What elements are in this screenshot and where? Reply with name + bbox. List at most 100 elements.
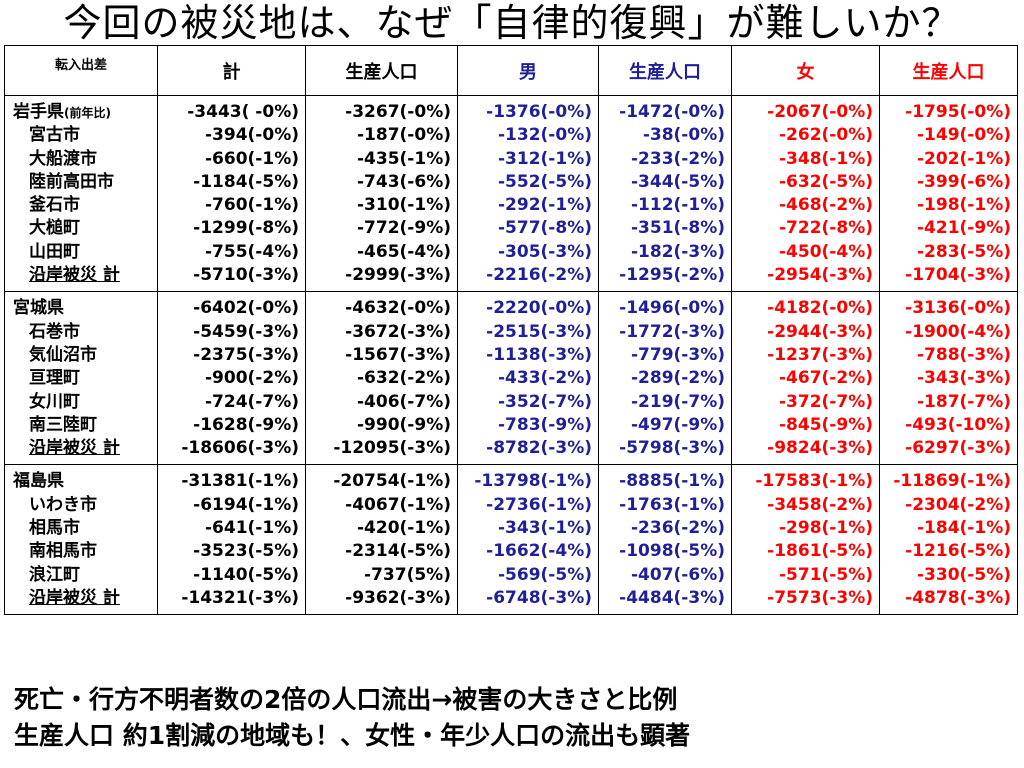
region-name: 女川町: [29, 391, 80, 412]
value-cell: -493(-10%): [905, 414, 1011, 435]
value-cell: -737(5%): [364, 564, 451, 585]
page-title: 今回の被災地は、なぜ「自律的復興」が難しいか？: [63, 1, 961, 45]
value-cell: -577(-8%): [498, 218, 592, 239]
region-name: 浪江町: [29, 564, 80, 585]
value-cell: -788(-3%): [917, 344, 1011, 365]
prefecture-group: 宮城県 石巻市 気仙沼市 亘理町 女川町 南三陸町 沿岸被災 計 -6402(-0%) -545…: [4, 291, 1018, 466]
region-name: 山田町: [29, 241, 80, 262]
region-names-cell: 宮城県 石巻市 気仙沼市 亘理町 女川町 南三陸町 沿岸被災 計: [4, 291, 158, 466]
value-cell: -4182(-0%): [767, 298, 873, 319]
value-cell: -1138(-3%): [486, 344, 592, 365]
value-cell: -6194(-1%): [193, 494, 299, 515]
value-cell: -31381(-1%): [181, 471, 299, 492]
value-cell: -17583(-1%): [755, 471, 873, 492]
value-cell: -343(-3%): [917, 368, 1011, 389]
value-cell: -406(-7%): [357, 391, 451, 412]
value-cell: -149(-0%): [917, 125, 1011, 146]
header-female-working-pop: 生産人口: [879, 45, 1018, 96]
value-cell: -1376(-0%): [486, 102, 592, 122]
value-cell: -330(-5%): [917, 564, 1011, 585]
column-female-working-pop: -1795(-0%) -149(-0%) -202(-1%) -399(-6%) -19…: [879, 94, 1018, 293]
value-cell: -1184(-5%): [193, 171, 299, 192]
value-cell: -845(-9%): [779, 414, 873, 435]
prefecture-group: 福島県 いわき市 相馬市 南相馬市 浪江町 沿岸被災 計 -31381(-1%) -6194(…: [4, 464, 1018, 616]
value-cell: -344(-5%): [631, 171, 725, 192]
region-name: 沿岸被災 計: [13, 437, 157, 460]
value-cell: -4067(-1%): [345, 494, 451, 515]
header-female: 女: [731, 45, 880, 96]
value-cell: -433(-2%): [498, 368, 592, 389]
value-cell: -20754(-1%): [333, 471, 451, 492]
region-names-cell: 福島県 いわき市 相馬市 南相馬市 浪江町 沿岸被災 計: [4, 464, 158, 616]
value-cell: -2314(-5%): [345, 541, 451, 562]
value-cell: -722(-8%): [779, 218, 873, 239]
value-cell: -2736(-1%): [486, 494, 592, 515]
value-cell: -2944(-3%): [767, 321, 873, 342]
column-female: -17583(-1%) -3458(-2%) -298(-1%) -1861(-5%)…: [731, 464, 880, 616]
value-cell: -760(-1%): [205, 195, 299, 216]
value-cell: -3672(-3%): [345, 321, 451, 342]
value-cell: -1704(-3%): [905, 265, 1011, 286]
region-name: 大槌町: [29, 218, 80, 239]
value-cell: -552(-5%): [498, 171, 592, 192]
value-cell: -1662(-4%): [486, 541, 592, 562]
value-cell: -219(-7%): [631, 391, 725, 412]
value-cell: -352(-7%): [498, 391, 592, 412]
column-female: -2067(-0%) -262(-0%) -348(-1%) -632(-5%) -46…: [731, 94, 880, 293]
value-cell: -394(-0%): [205, 125, 299, 146]
value-cell: -724(-7%): [205, 391, 299, 412]
column-working-pop: -4632(-0%) -3672(-3%) -1567(-3%) -632(-2%) -…: [305, 291, 458, 466]
header-row: 転入出差 計 生産人口 男 生産人口 女 生産人口: [4, 45, 1018, 96]
header-total: 計: [157, 45, 306, 96]
value-cell: -2515(-3%): [486, 321, 592, 342]
region-name: 亘理町: [29, 368, 80, 389]
value-cell: -497(-9%): [631, 414, 725, 435]
value-cell: -202(-1%): [917, 148, 1011, 169]
column-male: -1376(-0%) -132(-0%) -312(-1%) -552(-5%) -29…: [457, 94, 599, 293]
value-cell: -187(-7%): [917, 391, 1011, 412]
value-cell: -184(-1%): [917, 518, 1011, 539]
value-cell: -1763(-1%): [619, 494, 725, 515]
value-cell: -421(-9%): [917, 218, 1011, 239]
value-cell: -13798(-1%): [474, 471, 592, 492]
value-cell: -372(-7%): [779, 391, 873, 412]
value-cell: -132(-0%): [498, 125, 592, 146]
value-cell: -632(-5%): [779, 171, 873, 192]
value-cell: -298(-1%): [779, 518, 873, 539]
value-cell: -1772(-3%): [619, 321, 725, 342]
value-cell: -348(-1%): [779, 148, 873, 169]
footer-line: 死亡・行方不明者数の2倍の人口流出→被害の大きさと比例: [14, 685, 678, 714]
value-cell: -5459(-3%): [193, 321, 299, 342]
region-name: 岩手県(前年比): [13, 101, 157, 124]
region-name: 南相馬市: [29, 541, 97, 562]
value-cell: -3267(-0%): [345, 102, 451, 122]
header-male: 男: [457, 45, 599, 96]
coastal-subtotal-label: 沿岸被災 計: [29, 265, 120, 286]
value-cell: -5798(-3%): [619, 438, 725, 459]
value-cell: -399(-6%): [917, 171, 1011, 192]
value-cell: -569(-5%): [498, 564, 592, 585]
value-cell: -1098(-5%): [619, 541, 725, 562]
value-cell: -1237(-3%): [767, 344, 873, 365]
region-name: 相馬市: [29, 518, 80, 539]
region-name: 釜石市: [29, 195, 80, 216]
column-male-working-pop: -1496(-0%) -1772(-3%) -779(-3%) -289(-2%) -2…: [598, 291, 732, 466]
region-name: 気仙沼市: [29, 344, 97, 365]
value-cell: -1299(-8%): [193, 218, 299, 239]
value-cell: -310(-1%): [357, 195, 451, 216]
value-cell: -779(-3%): [631, 344, 725, 365]
value-cell: -1496(-0%): [619, 298, 725, 319]
column-total: -6402(-0%) -5459(-3%) -2375(-3%) -900(-2%) -…: [157, 291, 306, 466]
value-cell: -292(-1%): [498, 195, 592, 216]
column-working-pop: -3267(-0%) -187(-0%) -435(-1%) -743(-6%) -31…: [305, 94, 458, 293]
value-cell: -289(-2%): [631, 368, 725, 389]
value-cell: -468(-2%): [779, 195, 873, 216]
prefecture-name: 福島県: [13, 471, 64, 492]
value-cell: -632(-2%): [357, 368, 451, 389]
migration-table: 転入出差 計 生産人口 男 生産人口 女 生産人口 岩手県(前年比) 宮古市 大船渡…: [4, 45, 1018, 616]
value-cell: -305(-3%): [498, 241, 592, 262]
value-cell: -1472(-0%): [619, 102, 725, 122]
value-cell: -343(-1%): [498, 518, 592, 539]
value-cell: -262(-0%): [779, 125, 873, 146]
region-name: 宮古市: [29, 125, 80, 146]
